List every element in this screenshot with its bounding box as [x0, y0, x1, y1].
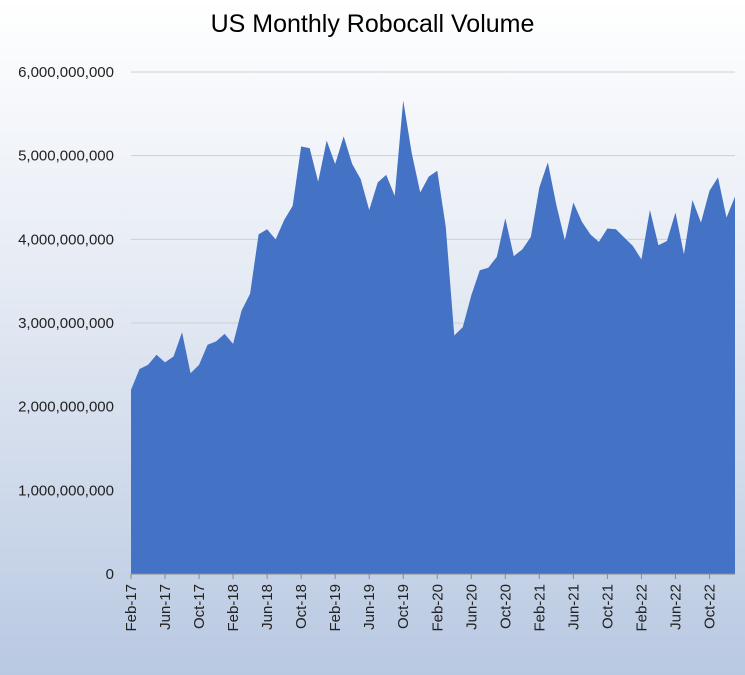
y-tick-label: 1,000,000,000 — [18, 482, 114, 499]
x-tick-label: Oct-17 — [191, 584, 208, 629]
y-tick-label: 4,000,000,000 — [18, 231, 114, 248]
y-tick-label: 3,000,000,000 — [18, 315, 114, 332]
x-tick-label: Feb-19 — [327, 584, 344, 632]
y-tick-label: 2,000,000,000 — [18, 399, 114, 416]
x-tick-label: Jun-19 — [361, 584, 378, 630]
y-tick-label: 5,000,000,000 — [18, 148, 114, 165]
x-tick-label: Oct-22 — [701, 584, 718, 629]
x-tick-label: Jun-17 — [157, 584, 174, 630]
x-tick-label: Jun-18 — [259, 584, 276, 630]
chart-title: US Monthly Robocall Volume — [210, 10, 535, 38]
y-tick-label: 6,000,000,000 — [18, 64, 114, 81]
x-tick-label: Jun-22 — [667, 584, 684, 630]
x-tick-label: Feb-18 — [225, 584, 242, 632]
area-series — [131, 100, 735, 575]
y-tick-label: 0 — [106, 566, 114, 583]
x-tick-label: Jun-20 — [463, 584, 480, 630]
x-tick-label: Oct-18 — [293, 584, 310, 629]
x-tick-label: Feb-22 — [633, 584, 650, 632]
x-tick-label: Oct-21 — [599, 584, 616, 629]
x-tick-label: Feb-17 — [123, 584, 140, 632]
x-tick-label: Feb-20 — [429, 584, 446, 632]
x-tick-label: Jun-21 — [565, 584, 582, 630]
x-tick-label: Oct-20 — [497, 584, 514, 629]
x-tick-label: Feb-21 — [531, 584, 548, 632]
x-tick-label: Oct-19 — [395, 584, 412, 629]
